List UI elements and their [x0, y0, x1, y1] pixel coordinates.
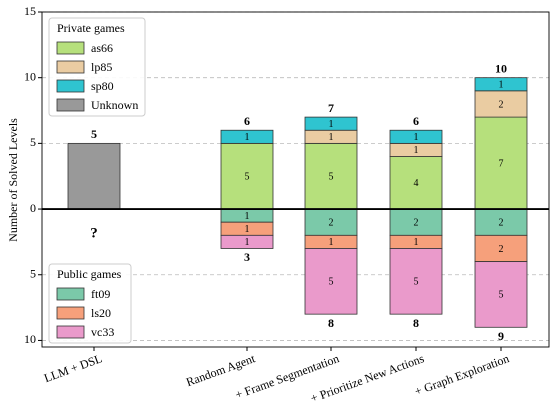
- y-tick-label: 0: [30, 201, 36, 215]
- legend-label: Unknown: [91, 98, 138, 112]
- y-tick-label: 5: [30, 135, 36, 149]
- y-tick-label: 15: [24, 4, 36, 18]
- legend-label: ls20: [91, 306, 111, 320]
- segment-label: 7: [499, 158, 504, 169]
- segment-label: 2: [499, 244, 504, 255]
- legend-swatch: [56, 60, 85, 74]
- segment-label: 1: [329, 132, 334, 143]
- total-label: 6: [244, 114, 250, 128]
- segment-label: 5: [499, 290, 504, 301]
- total-label: 8: [413, 316, 419, 330]
- segment-label: 1: [245, 211, 250, 222]
- segment-label: 5: [329, 172, 334, 183]
- y-tick-label: 5: [30, 266, 36, 280]
- legend-label: as66: [91, 41, 113, 55]
- segment-label: 1: [414, 145, 419, 156]
- segment-label: 1: [245, 224, 250, 235]
- segment-label: 1: [414, 237, 419, 248]
- segment-label: 1: [329, 237, 334, 248]
- bar-segment: [220, 142, 274, 210]
- y-tick-label: 10: [24, 69, 36, 83]
- segment-label: 4: [414, 178, 419, 189]
- legend-label: vc33: [91, 325, 114, 339]
- segment-label: 1: [329, 119, 334, 130]
- legend-swatch: [56, 98, 85, 112]
- segment-label: 2: [499, 217, 504, 228]
- segment-label: 1: [414, 132, 419, 143]
- bar-segment: [474, 90, 528, 118]
- segment-label: 5: [245, 172, 250, 183]
- legend-swatch: [56, 325, 85, 339]
- total-label: 9: [498, 329, 504, 343]
- bar-segment: [220, 129, 274, 144]
- bar-segment: [220, 234, 274, 249]
- legend-swatch: [56, 306, 85, 320]
- bar-segment: [474, 261, 528, 328]
- total-label: 3: [244, 250, 250, 264]
- segment-label: 5: [414, 277, 419, 288]
- legend-swatch: [56, 41, 85, 55]
- total-label: 7: [328, 101, 334, 115]
- bar-segment: [389, 129, 443, 144]
- bar-segment: [67, 142, 121, 210]
- bar-segment: [389, 156, 443, 210]
- legend-label: ft09: [91, 287, 110, 301]
- segment-label: 1: [245, 237, 250, 248]
- legend-label: sp80: [91, 79, 114, 93]
- legend-box: [48, 263, 132, 344]
- plot-frame: [41, 11, 550, 348]
- legend-label: lp85: [91, 60, 112, 74]
- x-tick-label: + Graph Exploration: [413, 351, 511, 398]
- total-label: 5: [91, 127, 97, 141]
- bar-segment: [474, 116, 528, 210]
- y-tick-label: 10: [24, 332, 36, 346]
- total-label: 6: [413, 114, 419, 128]
- bar-segment: [474, 77, 528, 92]
- bar-segment: [389, 248, 443, 315]
- y-axis-label: Number of Solved Levels: [6, 118, 20, 242]
- x-tick-label: LLM + DSL: [42, 351, 104, 385]
- legend-title: Public games: [57, 267, 122, 281]
- unknown-label: ?: [90, 225, 98, 241]
- segment-label: 1: [245, 132, 250, 143]
- segment-label: 5: [329, 277, 334, 288]
- segment-label: 1: [499, 80, 504, 91]
- legend-swatch: [56, 79, 85, 93]
- legend-swatch: [56, 287, 85, 301]
- bar-segment: [304, 248, 358, 315]
- legend-title: Private games: [57, 21, 125, 35]
- bar-segment: [304, 116, 358, 131]
- segment-label: 2: [329, 217, 334, 228]
- segment-label: 2: [414, 217, 419, 228]
- bar-segment: [474, 208, 528, 236]
- segment-label: 2: [499, 99, 504, 110]
- total-label: 8: [328, 316, 334, 330]
- total-label: 10: [495, 61, 507, 75]
